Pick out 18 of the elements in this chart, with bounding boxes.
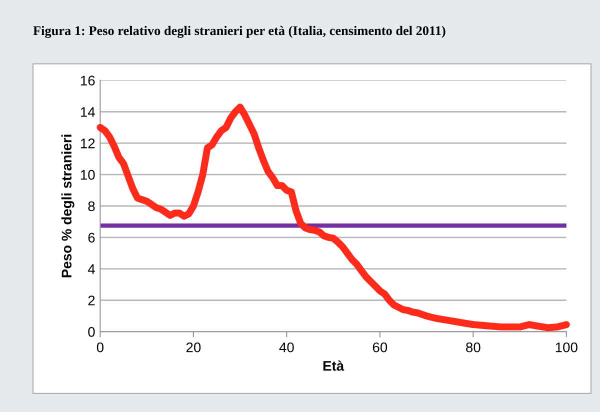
y-tick-label: 12 <box>80 138 95 148</box>
y-tick-label: 2 <box>88 296 95 306</box>
x-axis-title: Età <box>323 360 344 371</box>
y-tick-label: 16 <box>80 76 95 86</box>
chart-title: Figura 1: Peso relativo degli stranieri per età (Italia, censimento del 2011) <box>33 26 446 38</box>
x-tick-label: 40 <box>279 342 294 352</box>
y-tick-label: 10 <box>80 170 95 180</box>
x-tick-label: 80 <box>466 342 480 352</box>
y-tick-label: 0 <box>88 326 95 337</box>
y-tick-label: 6 <box>88 232 95 243</box>
y-tick-label: 14 <box>80 107 95 117</box>
x-tick-label: 0 <box>96 342 104 352</box>
x-tick-label: 20 <box>186 342 201 352</box>
x-tick-label: 100 <box>556 342 578 352</box>
y-tick-label: 8 <box>88 201 95 212</box>
y-axis-title: Peso % degli stranieri <box>61 134 74 278</box>
y-tick-label: 4 <box>88 264 95 274</box>
x-tick-label: 60 <box>372 342 388 352</box>
